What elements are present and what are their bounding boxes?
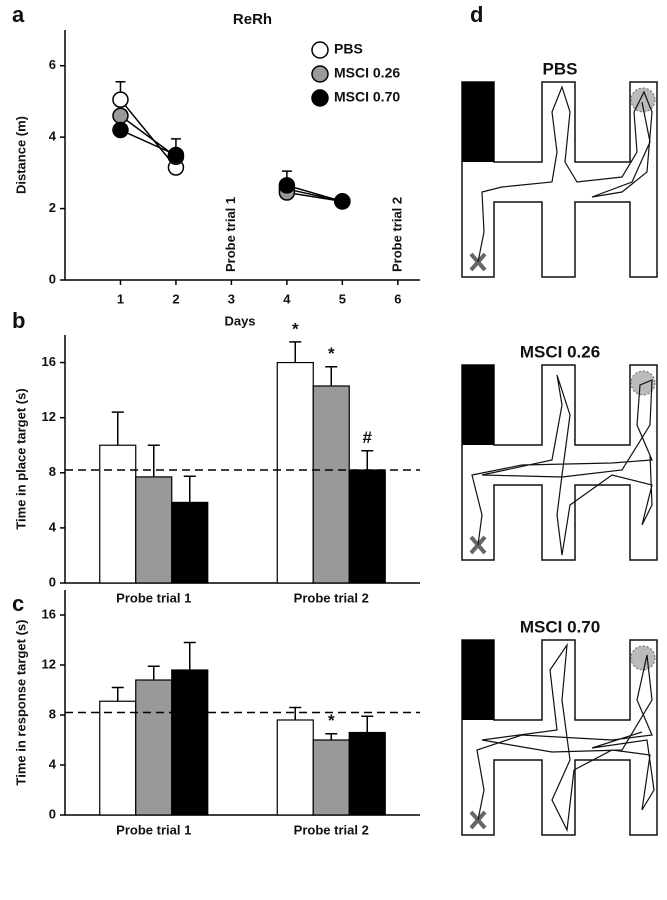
y-axis-label: Time in place target (s): [13, 388, 28, 529]
error-bar: [361, 449, 374, 471]
bar: [312, 385, 350, 584]
legend-label: PBS: [334, 41, 363, 57]
x-tick-label: 3: [228, 291, 235, 306]
panel-label: d: [470, 2, 483, 27]
x-tick-label: 2: [172, 291, 179, 306]
y-tick-label: 8: [49, 706, 56, 721]
series-line: [119, 99, 343, 203]
legend-label: MSCI 0.26: [334, 65, 400, 81]
annotation: *: [328, 344, 335, 363]
bar: [348, 469, 386, 584]
panel-label: c: [12, 591, 24, 616]
x-tick-label: 1: [117, 291, 124, 306]
bar: [348, 731, 386, 816]
legend-marker: [311, 41, 329, 59]
annotation: Probe trial 1: [223, 197, 238, 272]
point: [278, 177, 296, 194]
point: [112, 107, 129, 124]
legend-label: MSCI 0.70: [334, 89, 400, 105]
maze: [460, 80, 659, 279]
annotation: *: [328, 711, 335, 730]
x-axis-label: Days: [224, 313, 255, 328]
x-tick-label: Probe trial 2: [294, 822, 369, 837]
y-tick-label: 16: [42, 354, 56, 369]
y-tick-label: 4: [49, 756, 57, 771]
legend-marker: [311, 65, 329, 83]
y-tick-label: 16: [42, 606, 56, 621]
point: [334, 193, 351, 210]
error-bar: [325, 733, 338, 740]
y-tick-label: 0: [49, 806, 56, 821]
bar: [99, 700, 137, 816]
error-bar: [183, 475, 196, 503]
error-bar: [147, 444, 160, 477]
panel-label: b: [12, 308, 25, 333]
trajectory: [476, 642, 655, 833]
y-tick-label: 12: [42, 656, 56, 671]
error-bar: [111, 411, 124, 446]
bar: [312, 739, 350, 816]
bar: [135, 679, 173, 816]
bar: [276, 361, 314, 584]
diagram-title: PBS: [543, 59, 578, 78]
x-tick-label: 5: [339, 291, 346, 306]
diagram-title: MSCI 0.26: [520, 342, 600, 361]
point: [167, 146, 185, 164]
y-tick-label: 8: [49, 464, 56, 479]
series-line: [120, 129, 343, 203]
annotation: Probe trial 2: [389, 197, 404, 272]
error-bar: [183, 641, 196, 670]
y-axis-label: Time in response target (s): [13, 620, 28, 786]
error-bar: [289, 706, 302, 720]
trajectory: [471, 374, 653, 556]
maze-pbs: [460, 80, 659, 279]
x-tick-label: Probe trial 2: [294, 590, 369, 605]
point: [112, 121, 129, 139]
bar: [99, 444, 137, 584]
x-tick-label: 6: [394, 291, 401, 306]
panel-label: a: [12, 2, 25, 27]
error-bar: [361, 715, 374, 733]
error-bar: [289, 341, 302, 363]
bar: [171, 501, 209, 584]
x-tick-label: Probe trial 1: [116, 590, 191, 605]
bar: [171, 669, 209, 816]
maze-msci-026: [460, 363, 659, 562]
maze-msci-070: [460, 638, 659, 837]
y-tick-label: 0: [49, 271, 56, 286]
y-tick-label: 0: [49, 574, 56, 589]
legend-marker: [311, 89, 329, 107]
series-line: [120, 115, 343, 203]
y-axis-label: Distance (m): [13, 116, 28, 194]
y-tick-label: 6: [49, 57, 56, 72]
error-bar: [147, 665, 160, 680]
bar: [276, 719, 314, 816]
chart-title: ReRh: [233, 11, 272, 28]
x-tick-label: 4: [283, 291, 291, 306]
bar: [135, 476, 173, 584]
y-tick-label: 4: [49, 519, 57, 534]
diagram-title: MSCI 0.70: [520, 617, 600, 636]
y-tick-label: 12: [42, 409, 56, 424]
error-bar: [111, 686, 124, 702]
y-tick-label: 4: [49, 129, 57, 144]
trajectory: [477, 85, 653, 263]
annotation: #: [363, 428, 373, 447]
y-tick-label: 2: [49, 200, 56, 215]
point: [112, 91, 129, 108]
error-bar: [325, 365, 338, 386]
annotation: *: [292, 319, 299, 338]
x-tick-label: Probe trial 1: [116, 822, 191, 837]
